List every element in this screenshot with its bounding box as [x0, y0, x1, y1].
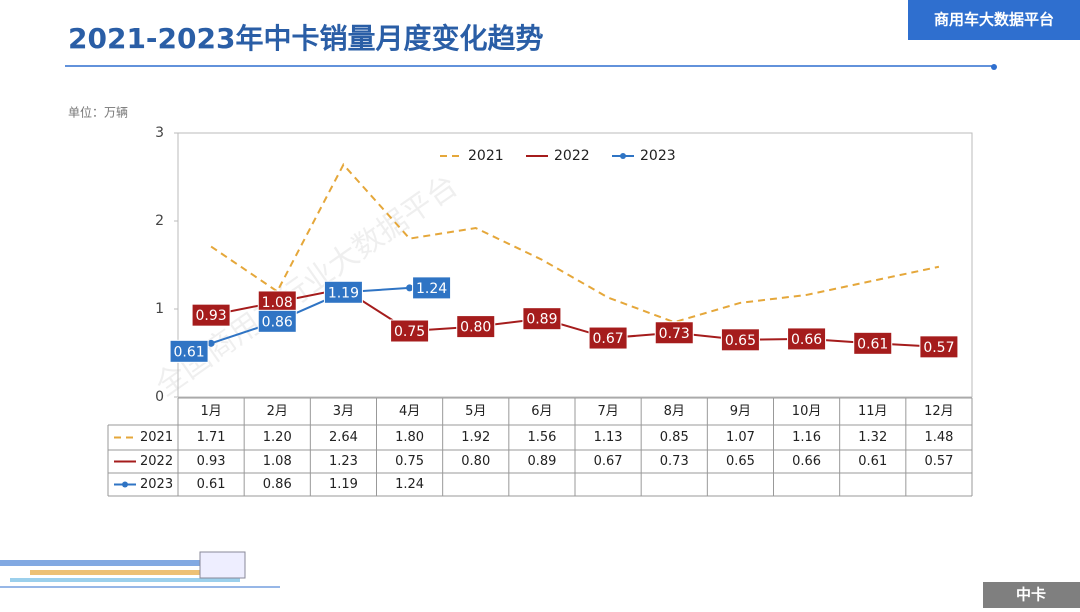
table-cell: 1.16: [792, 430, 821, 445]
table-series-name: 2022: [140, 454, 173, 469]
table-cell: 1.23: [329, 454, 358, 469]
table-cell: 0.85: [660, 430, 689, 445]
data-label-box: [654, 321, 694, 345]
table-cell: 1.24: [395, 477, 424, 492]
data-label: 1.19: [328, 285, 359, 301]
table-cell: 1.20: [263, 430, 292, 445]
data-label-box: [853, 331, 893, 355]
data-label: 0.61: [857, 336, 888, 352]
table-cell: 0.67: [594, 454, 623, 469]
data-label-box: [257, 309, 297, 333]
x-tick-label: 12月: [924, 404, 954, 419]
marker: [207, 339, 215, 347]
data-label: 0.93: [195, 308, 226, 324]
title: 2021-2023年中卡销量月度变化趋势: [68, 22, 543, 55]
x-tick-label: 8月: [664, 404, 685, 419]
rule-dot: [991, 64, 997, 70]
footer-box: [983, 582, 1080, 608]
x-tick-label: 9月: [730, 404, 751, 419]
data-label-box: [588, 326, 628, 350]
truck-deco: [0, 551, 280, 588]
table-cell: 0.89: [527, 454, 556, 469]
data-label-box: [191, 303, 231, 327]
x-tick-label: 5月: [465, 404, 486, 419]
table-cell: 0.86: [263, 477, 292, 492]
data-label: 0.75: [394, 324, 425, 340]
x-tick-label: 2月: [267, 404, 288, 419]
legend-label: 2022: [554, 148, 590, 164]
data-label: 1.24: [416, 281, 447, 297]
table-cell: 0.75: [395, 454, 424, 469]
table-cell: 0.61: [858, 454, 887, 469]
data-label: 0.86: [262, 314, 293, 330]
data-label: 0.57: [923, 340, 954, 356]
table-cell: 1.71: [197, 430, 226, 445]
table-series-name: 2021: [140, 430, 173, 445]
legend-marker: [620, 153, 626, 159]
x-tick-label: 1月: [200, 404, 221, 419]
data-label-box: [919, 335, 959, 359]
y-tick-label: 2: [155, 213, 164, 229]
data-label-box: [787, 327, 827, 351]
x-tick-label: 10月: [792, 404, 822, 419]
table-cell: 0.65: [726, 454, 755, 469]
table-cell: 1.19: [329, 477, 358, 492]
table-cell: 1.92: [461, 430, 490, 445]
data-label: 0.67: [592, 331, 623, 347]
badge-box: [908, 0, 1080, 40]
y-tick-label: 1: [155, 301, 164, 317]
unit: 单位：万辆: [68, 105, 128, 120]
table-cell: 0.93: [197, 454, 226, 469]
legend-marker: [122, 481, 128, 488]
x-tick-label: 6月: [531, 404, 552, 419]
data-label-box: [522, 307, 562, 331]
data-label-box: [456, 315, 496, 339]
table-cell: 1.32: [858, 430, 887, 445]
plot-area: [177, 132, 973, 398]
x-tick-label: 11月: [858, 404, 888, 419]
table-cell: 0.61: [197, 477, 226, 492]
data-label-box: [412, 276, 452, 300]
y-tick-label: 0: [155, 389, 164, 405]
data-label-box: [323, 280, 363, 304]
table-cell: 0.66: [792, 454, 821, 469]
data-label-box: [169, 339, 209, 363]
table-cell: 0.73: [660, 454, 689, 469]
x-tick-label: 3月: [333, 404, 354, 419]
data-label: 0.66: [791, 332, 822, 348]
table-series-name: 2023: [140, 477, 173, 492]
table-cell: 2.64: [329, 430, 358, 445]
table-cell: 1.56: [527, 430, 556, 445]
footer-label: 中卡: [1016, 586, 1046, 604]
data-label: 0.65: [725, 333, 756, 349]
data-label: 0.80: [460, 320, 491, 336]
table-cell: 0.80: [461, 454, 490, 469]
x-tick-label: 4月: [399, 404, 420, 419]
table-cell: 1.80: [395, 430, 424, 445]
table-cell: 1.07: [726, 430, 755, 445]
marker: [406, 284, 414, 292]
table-cell: 1.08: [263, 454, 292, 469]
table-cell: 1.48: [924, 430, 953, 445]
table-cell: 0.57: [924, 454, 953, 469]
series-line: [210, 162, 940, 324]
series-line: [210, 286, 410, 345]
data-label: 0.73: [659, 326, 690, 342]
y-tick-label: 3: [155, 125, 164, 141]
legend-label: 2023: [640, 148, 676, 164]
legend-label: 2021: [468, 148, 504, 164]
x-tick-label: 7月: [597, 404, 618, 419]
table-cell: 1.13: [594, 430, 623, 445]
data-label: 0.89: [526, 312, 557, 328]
data-label: 1.08: [262, 295, 293, 311]
data-label: 0.61: [173, 344, 204, 360]
data-label-box: [720, 328, 760, 352]
badge: 商用车大数据平台: [934, 11, 1054, 29]
data-label-box: [390, 319, 430, 343]
